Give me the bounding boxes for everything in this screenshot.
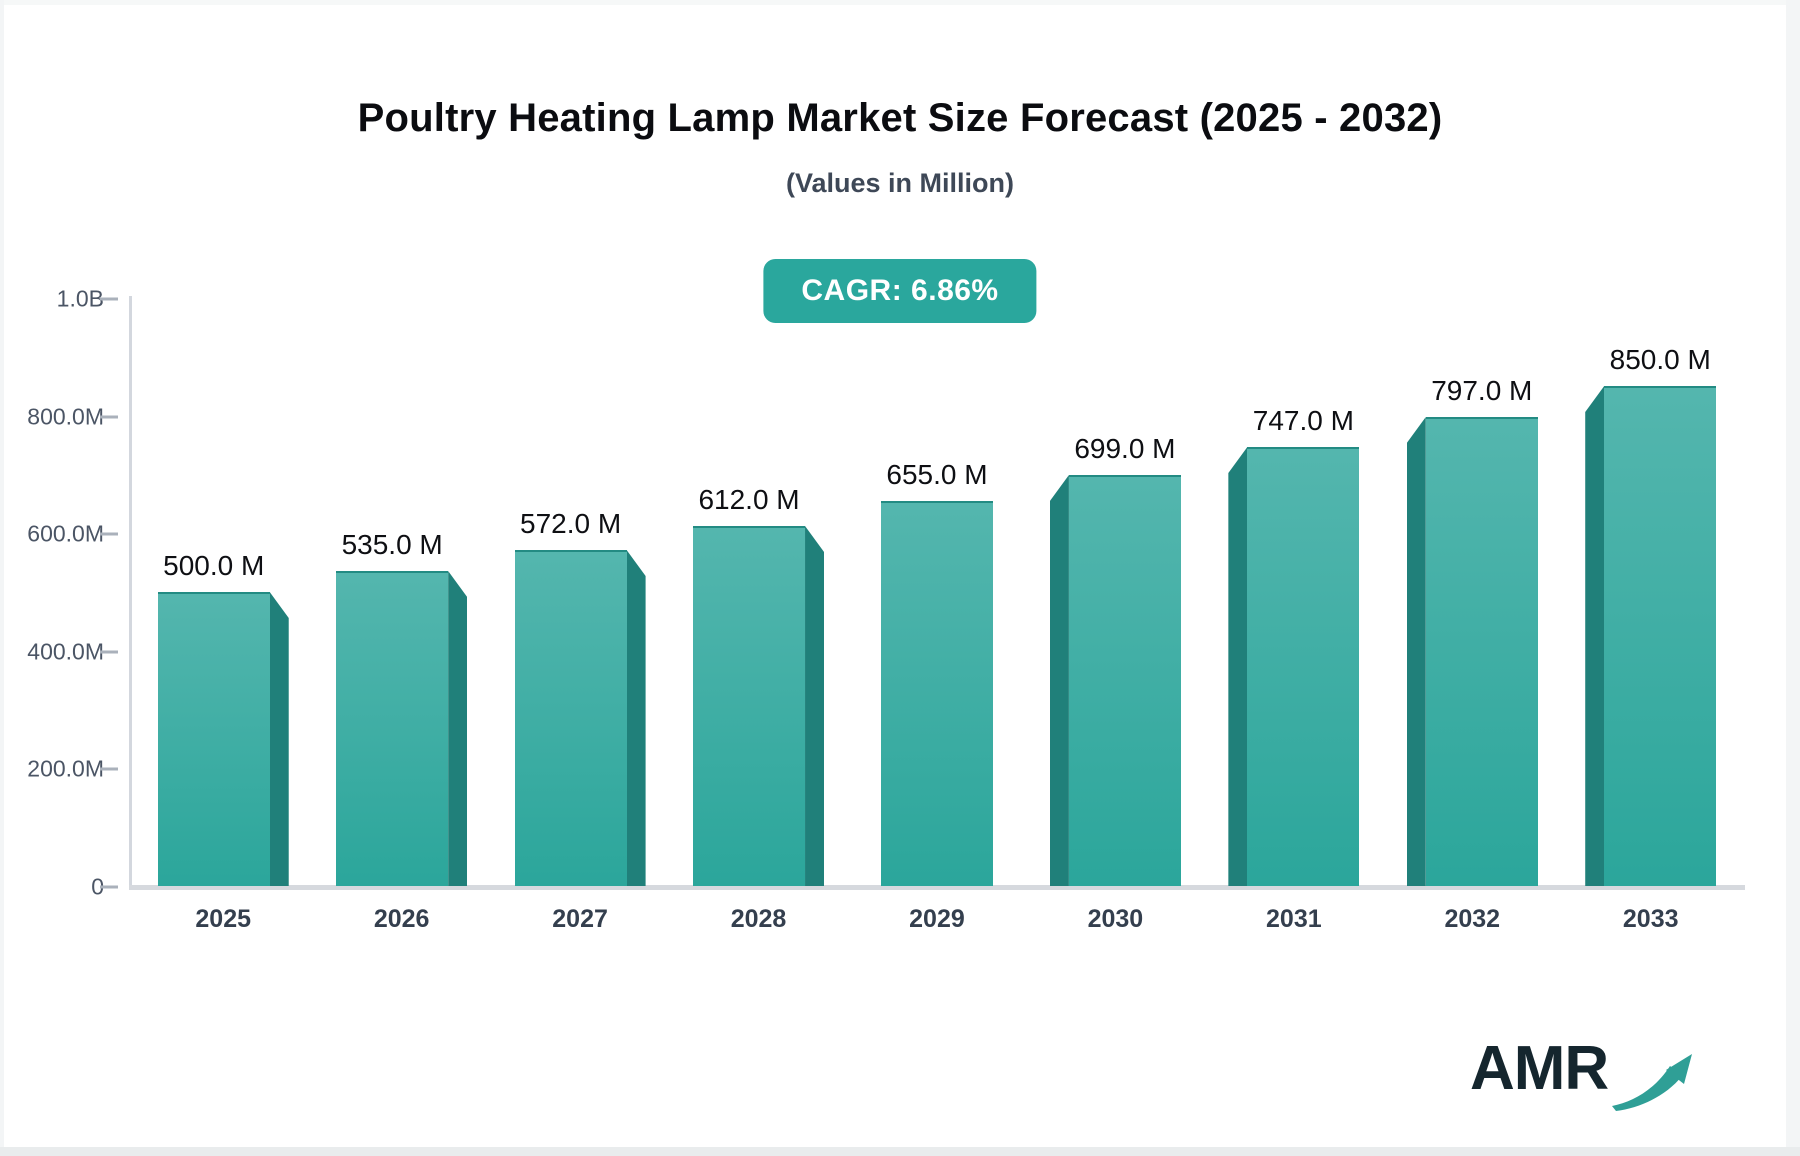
bar-value-label: 500.0 M (163, 550, 265, 581)
y-tick-mark (100, 415, 118, 419)
bar-side-face (269, 592, 289, 886)
y-tick-label: 200.0M (27, 755, 104, 782)
bar-column: 747.0 M (1228, 405, 1360, 886)
bar-column: 655.0 M (880, 459, 993, 886)
bar-side-face (1406, 417, 1426, 886)
frame-edge-left (0, 0, 4, 1156)
bar-front-face: 797.0 M (1425, 375, 1538, 886)
bar-column: 535.0 M (336, 529, 468, 886)
frame-edge-right (1786, 0, 1800, 1156)
brand-text: AMR (1470, 1034, 1609, 1103)
x-tick-label: 2031 (1266, 905, 1322, 933)
bar-side-face (805, 526, 825, 886)
bar-front-face: 850.0 M (1604, 344, 1717, 886)
y-axis-line (129, 296, 132, 888)
y-tick-mark (100, 650, 118, 654)
bar-value-label: 655.0 M (886, 459, 988, 490)
cagr-badge: CAGR: 6.86% (763, 259, 1037, 323)
x-tick-label: 2029 (909, 905, 965, 933)
bar-front-face: 500.0 M (157, 550, 270, 886)
brand-arrow-icon (1612, 1054, 1692, 1111)
bar-side-face (1049, 475, 1069, 886)
y-tick-label: 400.0M (27, 638, 104, 665)
x-tick-label: 2032 (1444, 905, 1501, 933)
y-tick-mark (100, 297, 118, 301)
x-axis: 2025 2026 2027 2028 2029 2030 2031 2032 2033 (134, 905, 1740, 934)
x-tick-label: 2033 (1622, 905, 1679, 933)
y-tick-label: 800.0M (27, 403, 104, 430)
page-title: Poultry Heating Lamp Market Size Forecas… (357, 96, 1443, 140)
bar-side-face (1585, 386, 1605, 886)
bar-slot: 850.0 M (1562, 299, 1740, 886)
bar-slot: 500.0 M (134, 299, 312, 886)
bar-column: 572.0 M (514, 508, 646, 886)
x-tick-label: 2026 (373, 905, 430, 933)
y-tick-mark (100, 885, 118, 889)
x-tick-label: 2027 (552, 905, 608, 933)
bar-slot: 612.0 M (669, 299, 847, 886)
bar-front-face: 612.0 M (693, 484, 806, 886)
page-subtitle: (Values in Million) (785, 168, 1015, 198)
bar-slot: 572.0 M (491, 299, 669, 886)
x-tick-label: 2030 (1087, 905, 1144, 933)
frame-edge-bottom (0, 1147, 1800, 1156)
bar-front-face: 699.0 M (1068, 433, 1181, 886)
bars-row: 500.0 M 535.0 M 572.0 M 612.0 M 655.0 M 699.0… (134, 299, 1740, 886)
y-tick-mark (100, 767, 118, 771)
bar-front-face: 572.0 M (514, 508, 627, 886)
bar-front-face: 535.0 M (336, 529, 449, 886)
y-tick-mark (100, 532, 118, 536)
bar-side-face (626, 550, 646, 886)
bar-slot: 699.0 M (1026, 299, 1204, 886)
bar-value-label: 612.0 M (698, 484, 800, 515)
y-tick-label: 1.0B (56, 285, 104, 312)
bar-value-label: 535.0 M (341, 529, 443, 560)
x-tick-label: 2025 (195, 905, 252, 933)
frame-edge-top (0, 0, 1800, 5)
bar-side-face (1228, 447, 1248, 886)
x-axis-line (129, 885, 1745, 890)
x-tick-label: 2028 (730, 905, 787, 933)
y-tick-label: 0 (91, 873, 104, 900)
bar-value-label: 747.0 M (1252, 405, 1354, 436)
bar-value-label: 797.0 M (1431, 375, 1533, 406)
bar-slot: 655.0 M (848, 299, 1026, 886)
bar-column: 797.0 M (1406, 375, 1538, 886)
brand-logo: AMR (1470, 1030, 1700, 1120)
bar-front-face: 747.0 M (1247, 405, 1360, 886)
bar-slot: 797.0 M (1383, 299, 1561, 886)
bar-column: 500.0 M (157, 550, 289, 886)
bar-side-face (448, 571, 468, 886)
bar-column: 612.0 M (693, 484, 825, 886)
bar-column: 699.0 M (1049, 433, 1181, 886)
bar-slot: 535.0 M (312, 299, 490, 886)
bar-value-label: 850.0 M (1609, 344, 1711, 375)
bar-front-face: 655.0 M (880, 459, 993, 886)
bar-value-label: 572.0 M (520, 508, 622, 539)
y-tick-label: 600.0M (27, 520, 104, 547)
bar-column: 850.0 M (1585, 344, 1717, 886)
bar-slot: 747.0 M (1205, 299, 1383, 886)
bar-value-label: 699.0 M (1074, 433, 1176, 464)
